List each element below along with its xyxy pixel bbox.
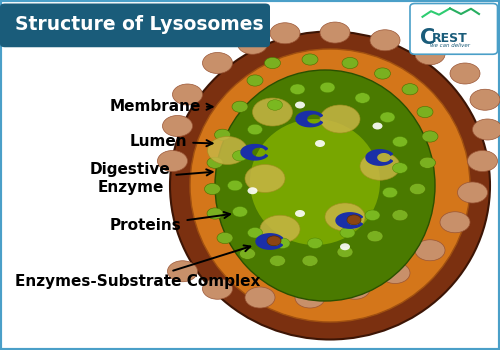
Text: Proteins: Proteins [110, 212, 230, 233]
Circle shape [340, 243, 350, 250]
Circle shape [248, 187, 258, 194]
Circle shape [340, 278, 370, 299]
Circle shape [270, 23, 300, 44]
Circle shape [365, 210, 380, 220]
Circle shape [320, 105, 360, 133]
Polygon shape [336, 213, 362, 228]
Circle shape [172, 84, 203, 105]
Circle shape [367, 231, 383, 242]
Circle shape [450, 63, 480, 84]
Circle shape [248, 124, 262, 135]
Circle shape [347, 215, 361, 225]
Circle shape [158, 150, 188, 172]
Circle shape [342, 57, 358, 69]
Circle shape [295, 287, 325, 308]
Circle shape [202, 52, 232, 74]
Circle shape [420, 157, 436, 168]
Circle shape [162, 116, 192, 136]
Circle shape [320, 82, 335, 93]
Circle shape [247, 75, 263, 86]
Circle shape [382, 187, 398, 198]
Circle shape [252, 98, 292, 126]
Circle shape [392, 163, 407, 173]
Circle shape [268, 100, 282, 110]
Circle shape [202, 278, 232, 299]
Polygon shape [256, 234, 282, 249]
Circle shape [228, 180, 242, 191]
Circle shape [214, 129, 230, 140]
Circle shape [402, 84, 418, 95]
Circle shape [208, 136, 248, 164]
Circle shape [360, 152, 400, 180]
Ellipse shape [170, 32, 490, 340]
Circle shape [337, 246, 353, 258]
Circle shape [440, 212, 470, 233]
Circle shape [458, 182, 488, 203]
Circle shape [410, 183, 426, 195]
Circle shape [468, 150, 498, 172]
Circle shape [417, 106, 433, 118]
Text: Membrane: Membrane [110, 99, 212, 114]
Text: Structure of Lysosomes: Structure of Lysosomes [15, 15, 264, 34]
Circle shape [245, 164, 285, 193]
Ellipse shape [215, 70, 435, 301]
Circle shape [392, 136, 407, 147]
Circle shape [204, 183, 220, 195]
Circle shape [302, 54, 318, 65]
Circle shape [270, 255, 285, 266]
Circle shape [245, 287, 275, 308]
Circle shape [355, 93, 370, 103]
Circle shape [340, 228, 355, 238]
Circle shape [240, 248, 256, 259]
Circle shape [308, 238, 322, 248]
Circle shape [370, 30, 400, 51]
Circle shape [315, 140, 325, 147]
Text: we can deliver: we can deliver [430, 43, 470, 48]
Circle shape [320, 22, 350, 43]
FancyBboxPatch shape [0, 4, 270, 47]
Polygon shape [241, 145, 268, 160]
Circle shape [295, 102, 305, 108]
Text: REST: REST [432, 32, 468, 45]
Text: Lumen: Lumen [130, 134, 212, 149]
Circle shape [302, 255, 318, 266]
Circle shape [415, 44, 445, 65]
Circle shape [275, 238, 290, 248]
FancyBboxPatch shape [410, 4, 498, 54]
Polygon shape [366, 150, 392, 165]
Circle shape [325, 203, 365, 231]
Text: Enzymes-Substrate Complex: Enzymes-Substrate Complex [15, 245, 260, 289]
Circle shape [472, 119, 500, 140]
Polygon shape [296, 111, 322, 127]
Circle shape [470, 89, 500, 110]
Circle shape [232, 206, 248, 217]
Circle shape [260, 215, 300, 243]
Circle shape [248, 228, 262, 238]
Circle shape [374, 68, 390, 79]
Circle shape [290, 84, 305, 95]
Text: Digestive
Enzyme: Digestive Enzyme [90, 162, 212, 195]
Circle shape [372, 122, 382, 130]
Circle shape [217, 232, 233, 244]
Text: C: C [420, 28, 436, 48]
Circle shape [267, 236, 281, 246]
Circle shape [207, 208, 223, 219]
Circle shape [380, 112, 395, 122]
Ellipse shape [250, 119, 380, 245]
Circle shape [264, 57, 280, 69]
Circle shape [392, 210, 408, 221]
Circle shape [238, 33, 268, 54]
Circle shape [232, 150, 248, 161]
Ellipse shape [190, 49, 470, 322]
Circle shape [207, 157, 223, 168]
Circle shape [232, 101, 248, 112]
Circle shape [295, 210, 305, 217]
Circle shape [380, 262, 410, 284]
Circle shape [415, 240, 445, 261]
Circle shape [168, 261, 198, 282]
Circle shape [422, 131, 438, 142]
